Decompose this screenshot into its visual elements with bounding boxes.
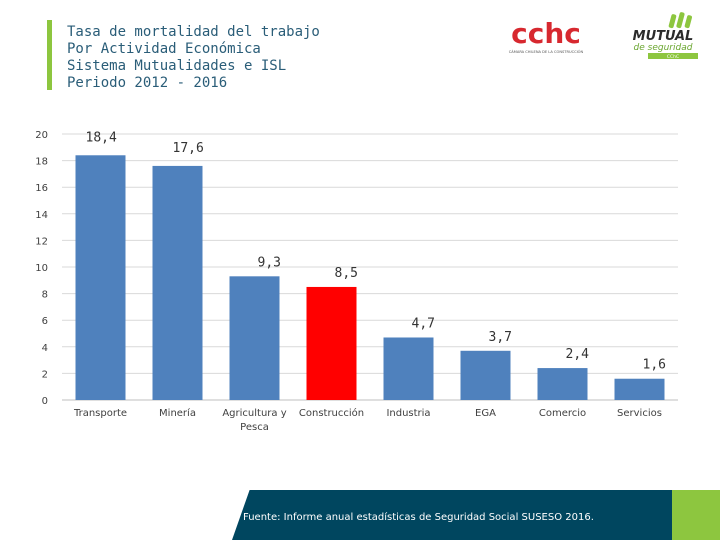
mutual-logo-tag-bg <box>648 53 698 59</box>
y-tick-label: 4 <box>42 343 48 354</box>
y-tick-label: 6 <box>42 316 48 327</box>
bar-construcción <box>306 286 357 400</box>
x-tick-label-line: Pesca <box>240 422 269 433</box>
y-tick-label: 0 <box>42 396 48 407</box>
data-label: 3,7 <box>489 330 512 345</box>
data-label: 18,4 <box>86 130 117 145</box>
data-label: 9,3 <box>258 255 281 270</box>
x-tick-label-line: Industria <box>386 408 431 419</box>
data-label: 17,6 <box>173 141 204 156</box>
bar-comercio <box>537 368 588 400</box>
data-label: 4,7 <box>412 316 435 331</box>
mutual-logo: MUTUAL de seguridad CChC <box>633 12 698 60</box>
mutual-logo-line2: de seguridad <box>634 43 693 53</box>
bar-ega <box>460 350 511 400</box>
title-line-1: Tasa de mortalidad del trabajo <box>67 24 320 40</box>
x-tick-label-line: EGA <box>475 408 496 419</box>
data-label: 2,4 <box>566 347 590 362</box>
x-tick-label: EGA <box>446 407 526 421</box>
x-tick-label: Minería <box>138 407 218 421</box>
footer-green-block <box>672 490 720 540</box>
y-tick-label: 16 <box>35 183 48 194</box>
accent-bar <box>47 20 52 90</box>
cchc-logo-subtitle: CÁMARA CHILENA DE LA CONSTRUCCIÓN <box>509 49 584 54</box>
y-tick-label: 10 <box>35 263 48 274</box>
x-tick-label-line: Agricultura y <box>222 408 287 419</box>
bar-agricultura-y-pesca <box>229 276 280 400</box>
cchc-logo-text: cchc <box>511 18 581 50</box>
mutual-logo-mark <box>676 12 685 29</box>
mutual-logo-mark <box>668 14 677 29</box>
x-tick-label: Servicios <box>600 407 680 421</box>
y-tick-label: 8 <box>42 290 48 301</box>
bar-minería <box>152 165 203 400</box>
x-tick-label: Industria <box>369 407 449 421</box>
x-tick-label-line: Transporte <box>73 408 128 419</box>
y-tick-label: 20 <box>35 130 48 141</box>
y-tick-label: 14 <box>35 210 48 221</box>
cchc-logo: cchc CÁMARA CHILENA DE LA CONSTRUCCIÓN <box>509 18 584 54</box>
page-title: Tasa de mortalidad del trabajo Por Activ… <box>67 24 320 92</box>
x-tick-label-line: Construcción <box>298 408 365 419</box>
y-tick-label: 18 <box>35 157 48 168</box>
footer-band <box>232 490 672 540</box>
mutual-logo-mark <box>684 15 693 29</box>
x-tick-label-line: Minería <box>159 408 196 419</box>
x-tick-label: Agricultura y Pesca <box>215 407 295 435</box>
title-line-2: Por Actividad Económica <box>67 41 261 57</box>
title-line-3: Sistema Mutualidades e ISL <box>67 58 287 74</box>
mutual-logo-tag: CChC <box>667 54 679 60</box>
bar-servicios <box>614 378 665 400</box>
footer-source: Fuente: Informe anual estadísticas de Se… <box>243 512 594 523</box>
data-label: 8,5 <box>335 266 358 281</box>
y-tick-label: 2 <box>42 369 48 380</box>
y-tick-label: 12 <box>35 236 48 247</box>
x-tick-label: Construcción <box>292 407 372 421</box>
data-label: 1,6 <box>643 358 666 373</box>
bar-transporte <box>75 155 126 400</box>
x-tick-label: Comercio <box>523 407 603 421</box>
x-tick-label-line: Comercio <box>538 408 587 419</box>
bar-industria <box>383 337 434 400</box>
x-tick-label: Transporte <box>61 407 141 421</box>
title-line-4: Periodo 2012 - 2016 <box>67 75 228 91</box>
mutual-logo-line1: MUTUAL <box>633 29 694 44</box>
x-tick-label-line: Servicios <box>617 408 662 419</box>
